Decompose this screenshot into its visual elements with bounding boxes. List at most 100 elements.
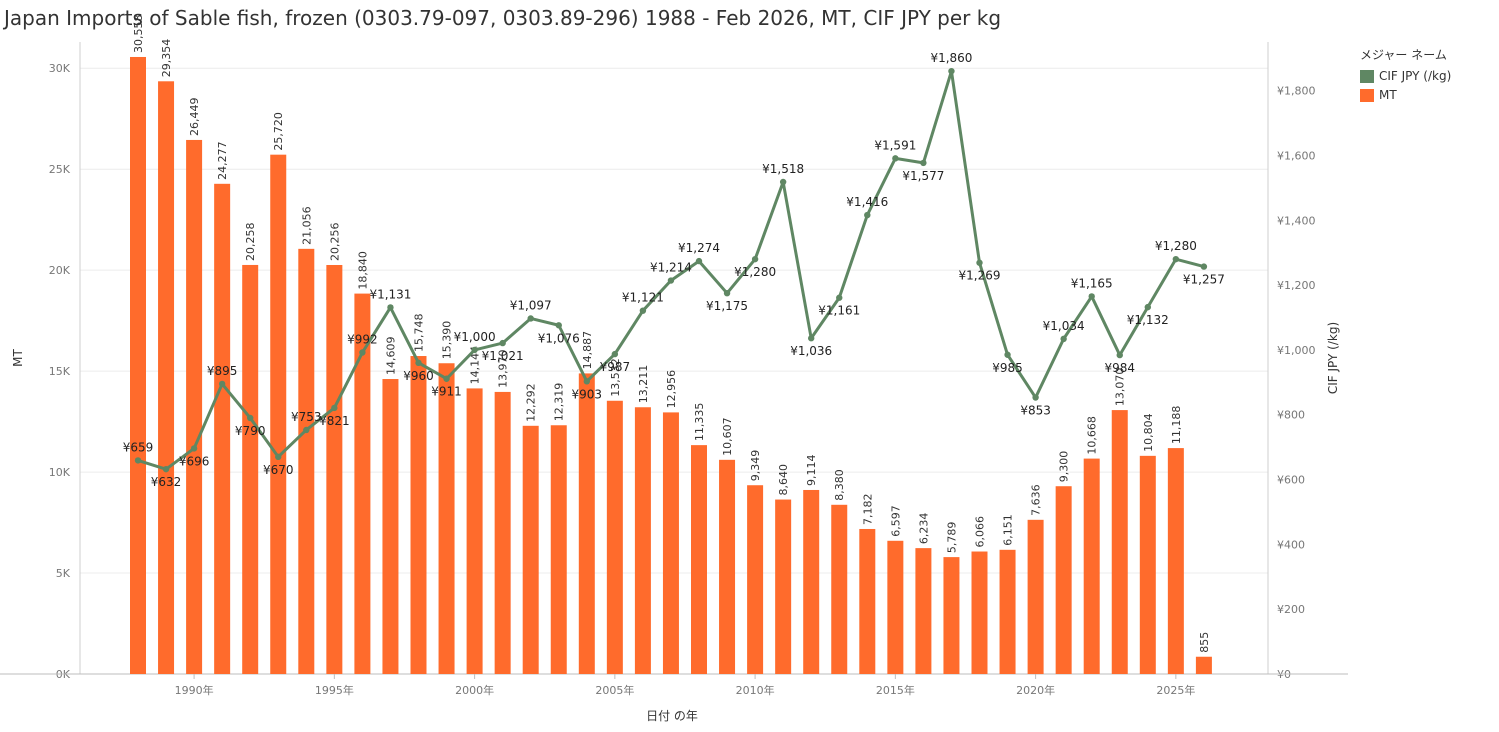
line-label: ¥895	[207, 364, 238, 378]
bar-label: 11,188	[1170, 406, 1183, 445]
line-label: ¥1,577	[902, 169, 944, 183]
line-point	[583, 378, 590, 385]
bar-label: 13,532	[609, 358, 622, 397]
line-label: ¥960	[403, 369, 434, 383]
bar	[494, 391, 511, 674]
y-left-tick-label: 20K	[49, 264, 71, 277]
line-label: ¥1,280	[1155, 239, 1197, 253]
bar	[859, 528, 876, 674]
line-label: ¥1,591	[874, 138, 916, 152]
bar	[747, 485, 764, 674]
line-point	[162, 465, 170, 473]
line-point	[723, 289, 731, 297]
legend-swatch-cif	[1360, 69, 1374, 83]
line-point	[190, 445, 198, 452]
line-point	[639, 307, 647, 314]
axes: 0K5K10K15K20K25K30K¥0¥200¥400¥600¥800¥1,…	[0, 42, 1348, 697]
bar	[158, 81, 175, 675]
y-right-tick-label: ¥400	[1277, 538, 1305, 551]
x-tick-label: 2015年	[876, 683, 915, 697]
line-point	[808, 335, 815, 342]
bar	[887, 540, 904, 674]
line-label: ¥1,121	[622, 291, 664, 305]
bar-label: 9,349	[749, 450, 762, 482]
bar	[522, 425, 539, 674]
chart-title: Japan Imports of Sable fish, frozen (030…	[4, 6, 1002, 30]
legend-item-cif[interactable]: CIF JPY (/kg)	[1360, 69, 1451, 83]
legend-item-mt[interactable]: MT	[1360, 88, 1451, 102]
x-tick-label: 1995年	[315, 683, 354, 697]
line-label: ¥1,000	[454, 330, 496, 344]
bar-label: 9,300	[1058, 451, 1071, 483]
bar	[719, 459, 736, 674]
x-tick-label: 2020年	[1016, 683, 1055, 697]
x-tick-label: 2010年	[736, 683, 775, 697]
line-point	[527, 315, 534, 322]
bar	[971, 551, 988, 674]
line-point	[1172, 255, 1180, 263]
bar	[1139, 455, 1156, 674]
line-point	[1116, 351, 1123, 359]
line-point	[499, 339, 506, 347]
bar	[186, 139, 203, 675]
bar-label: 8,380	[833, 469, 846, 501]
line-label: ¥1,097	[510, 298, 552, 312]
line-point	[275, 453, 282, 461]
bar-label: 6,066	[974, 516, 987, 548]
bar	[578, 373, 595, 674]
line-label: ¥1,036	[790, 344, 832, 358]
bar-label: 11,335	[693, 403, 706, 442]
bar	[943, 557, 960, 674]
bar	[354, 293, 371, 674]
line-point	[948, 67, 955, 75]
line-point	[359, 349, 366, 356]
line-label: ¥1,132	[1127, 313, 1169, 327]
bar-label: 12,956	[665, 370, 678, 409]
bar	[831, 504, 848, 674]
bar-label: 7,636	[1030, 484, 1043, 516]
y-left-tick-label: 25K	[49, 163, 71, 176]
line-label: ¥1,518	[762, 162, 804, 176]
line-point	[331, 404, 338, 412]
line-point	[247, 414, 254, 422]
line-label: ¥696	[179, 454, 210, 468]
line-point	[864, 211, 871, 219]
line-point	[1144, 303, 1152, 311]
bar	[1195, 656, 1212, 674]
line-label: ¥853	[1020, 404, 1051, 418]
bar-label: 6,597	[889, 505, 902, 537]
line-point	[1200, 263, 1208, 270]
bar-label: 14,609	[384, 337, 397, 376]
x-tick-label: 2000年	[455, 683, 494, 697]
x-tick-label: 2005年	[595, 683, 634, 697]
x-axis-label: 日付 の年	[646, 709, 698, 723]
bar-label: 13,070	[1114, 368, 1127, 407]
bar-label: 8,640	[777, 464, 790, 496]
line-label: ¥992	[347, 332, 378, 346]
bar-label: 15,748	[413, 314, 426, 353]
line-label: ¥903	[572, 387, 603, 401]
line-point	[443, 375, 450, 382]
line-label: ¥911	[431, 385, 462, 399]
bar	[326, 264, 343, 674]
y-left-tick-label: 10K	[49, 466, 71, 479]
bar	[270, 154, 287, 674]
bar	[662, 412, 679, 674]
bar-label: 20,256	[328, 222, 341, 261]
bar-label: 15,390	[441, 321, 454, 360]
line-label: ¥632	[151, 475, 182, 489]
bar-label: 26,449	[188, 97, 201, 136]
cif-line	[134, 67, 1208, 473]
line-point	[836, 294, 843, 301]
y-axis-right-label: CIF JPY (/kg)	[1326, 322, 1340, 394]
bar	[1027, 519, 1044, 674]
bar	[915, 548, 932, 674]
bar-label: 20,258	[244, 222, 257, 261]
bar	[1055, 486, 1072, 674]
x-tick-label: 2025年	[1156, 683, 1195, 697]
line-label: ¥670	[263, 463, 294, 477]
line-label: ¥987	[600, 360, 631, 374]
line-label: ¥659	[123, 440, 154, 454]
bar-label: 13,970	[497, 349, 510, 388]
mt-bars	[130, 56, 1212, 675]
